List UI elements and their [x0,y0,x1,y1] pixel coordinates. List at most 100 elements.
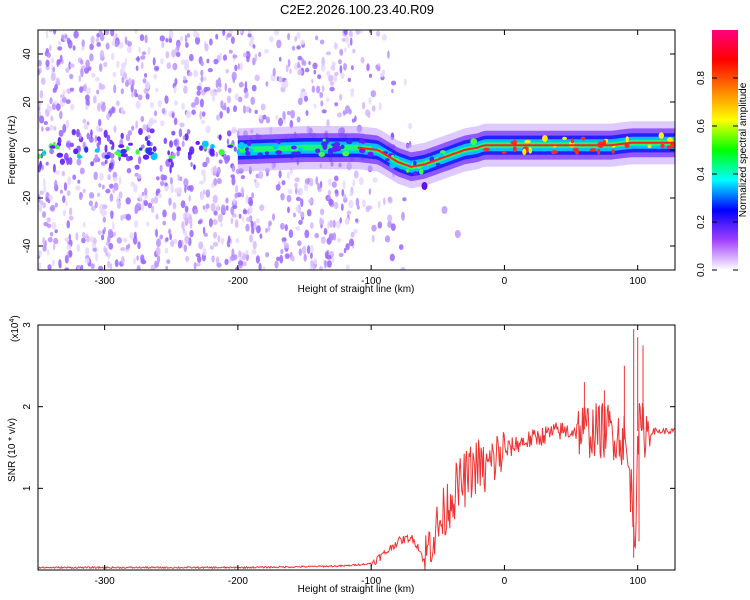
heatmap-cell [144,187,148,196]
heatmap-cell [401,211,405,221]
heatmap-cell [78,75,82,82]
heatmap-cell [213,210,218,216]
heatmap-cell [233,105,237,113]
heatmap-cell [50,72,56,81]
heatmap-cell [319,180,323,189]
heatmap-cell [139,194,142,201]
colorbar-tick-label: 0.6 [696,119,707,133]
heatmap-cell [99,32,105,42]
heatmap-cell [184,185,187,193]
heatmap-cell [196,85,202,91]
x-tick-label: -300 [95,276,115,287]
heatmap-cell [323,228,328,235]
heatmap-cell [366,63,370,72]
heatmap-cell [185,110,192,119]
ridge-band-layer [237,139,675,170]
heatmap-cell [79,86,84,93]
heatmap-cell [206,58,210,64]
heatmap-cell [69,142,74,148]
ridge-blob [218,149,225,156]
ridge-blob [367,151,374,157]
heatmap-cell [52,163,56,173]
heatmap-cell [299,211,305,218]
heatmap-cell [201,169,206,176]
heatmap-cell [88,136,94,143]
heatmap-cell [79,192,83,198]
y-tick-label: 2 [22,403,33,409]
heatmap-cell [212,194,218,204]
heatmap-cell [138,128,143,135]
heatmap-cell [179,122,185,128]
ridge-blob [55,144,60,150]
heatmap-cell [62,195,66,204]
heatmap-cell [244,81,248,90]
heatmap-cell [38,262,42,270]
heatmap-cell [209,38,213,46]
heatmap-cell [155,213,159,220]
heatmap-cell [140,254,145,263]
heatmap-cell [107,228,113,238]
heatmap-cell [163,175,168,181]
heatmap-cell [249,206,253,215]
heatmap-cell [295,196,301,202]
ridge-blob [597,148,601,155]
y-tick-label: 3 [22,322,33,328]
heatmap-cell [197,220,202,225]
heatmap-cell [311,85,316,93]
ridge-blob [245,151,251,156]
heatmap-cell [202,248,207,256]
heatmap-cell [320,63,326,72]
heatmap-cell [120,214,124,222]
heatmap-cell [258,263,262,270]
ridge-blob [667,137,673,142]
heatmap-cell [168,228,172,235]
heatmap-cell [368,97,372,105]
heatmap-cell [341,189,345,197]
heatmap-cell [265,252,269,258]
heatmap-cell [265,228,268,233]
heatmap-cell [103,129,108,138]
heatmap-cell [296,116,301,123]
heatmap-cell [120,132,124,140]
heatmap-cell [94,201,98,209]
heatmap-cell [355,218,359,223]
heatmap-cell [311,79,314,84]
colorbar-label: Normalized spectral amplitude [738,82,749,217]
heatmap-cell [150,102,154,109]
heatmap-cell [281,180,286,186]
heatmap-cell [377,221,382,229]
heatmap-cell [43,221,49,227]
heatmap-cell [105,188,111,194]
colorbar-tick-label: 0.2 [696,215,707,229]
heatmap-cell [320,208,325,216]
heatmap-cell [316,85,321,94]
heatmap-cell [262,265,266,270]
heatmap-cell [391,80,397,86]
heatmap-cell [102,204,107,210]
heatmap-cell [56,59,59,67]
heatmap-cell [109,193,114,202]
heatmap-cell [47,249,50,256]
heatmap-cell [254,181,260,189]
heatmap-cell [227,87,232,94]
heatmap-cell [160,58,164,65]
heatmap-cell [65,142,71,148]
heatmap-cell [225,205,229,211]
heatmap-cell [226,106,230,114]
heatmap-cell [61,34,64,40]
heatmap-cell [187,33,190,38]
heatmap-cell [278,56,282,62]
heatmap-cell [215,33,219,40]
heatmap-cell [295,187,298,195]
heatmap-cell [170,184,174,194]
heatmap-cell [129,232,135,240]
heatmap-cell [283,242,289,249]
heatmap-cell [345,35,349,44]
ridge-blob [423,165,430,170]
heatmap-cell [174,78,178,86]
heatmap-cell [332,232,337,241]
heatmap-cell [49,44,52,52]
heatmap-cell [92,157,98,163]
heatmap-cell [309,244,314,254]
heatmap-cell [219,111,223,119]
